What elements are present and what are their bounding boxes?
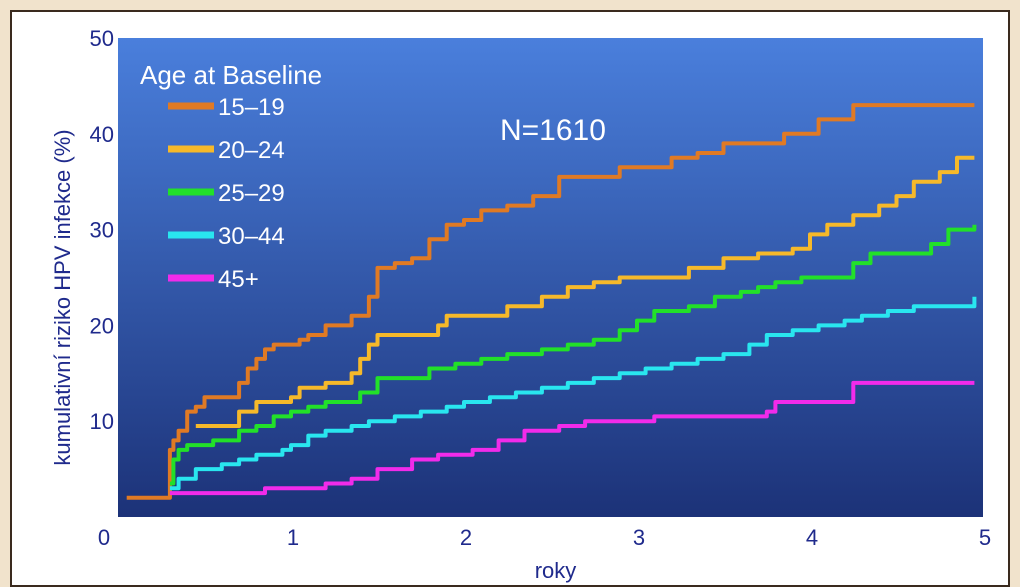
y-axis-title: kumulativní riziko HPV infekce (%) — [50, 129, 75, 465]
series-line-4 — [169, 296, 977, 491]
x-tick-label: 3 — [633, 525, 645, 550]
x-tick-label: 0 — [98, 525, 110, 550]
legend-entry-label: 30–44 — [218, 223, 285, 250]
x-tick-label: 4 — [806, 525, 818, 550]
series-line-2 — [195, 155, 975, 428]
y-tick-label: 50 — [90, 26, 114, 51]
legend: 15–19 20–24 25–29 30–44 45+ — [168, 94, 285, 293]
series-line-1 — [126, 103, 975, 500]
x-tick-label: 5 — [979, 525, 991, 550]
x-axis-title: roky — [535, 558, 577, 583]
legend-title: Age at Baseline — [140, 60, 322, 90]
series-line-5 — [169, 380, 975, 496]
y-tick-label: 20 — [90, 313, 114, 338]
y-tick-label: 40 — [90, 122, 114, 147]
legend-entry-label: 25–29 — [218, 180, 285, 207]
series-line-3 — [169, 224, 977, 486]
legend-entry-label: 20–24 — [218, 137, 285, 164]
legend-entry-label: 45+ — [218, 266, 259, 293]
sample-size-annotation: N=1610 — [500, 114, 606, 147]
x-tick-label: 2 — [460, 525, 472, 550]
x-tick-label: 1 — [287, 525, 299, 550]
y-tick-label: 10 — [90, 409, 114, 434]
legend-entry-label: 15–19 — [218, 94, 285, 121]
y-tick-label: 30 — [90, 218, 114, 243]
